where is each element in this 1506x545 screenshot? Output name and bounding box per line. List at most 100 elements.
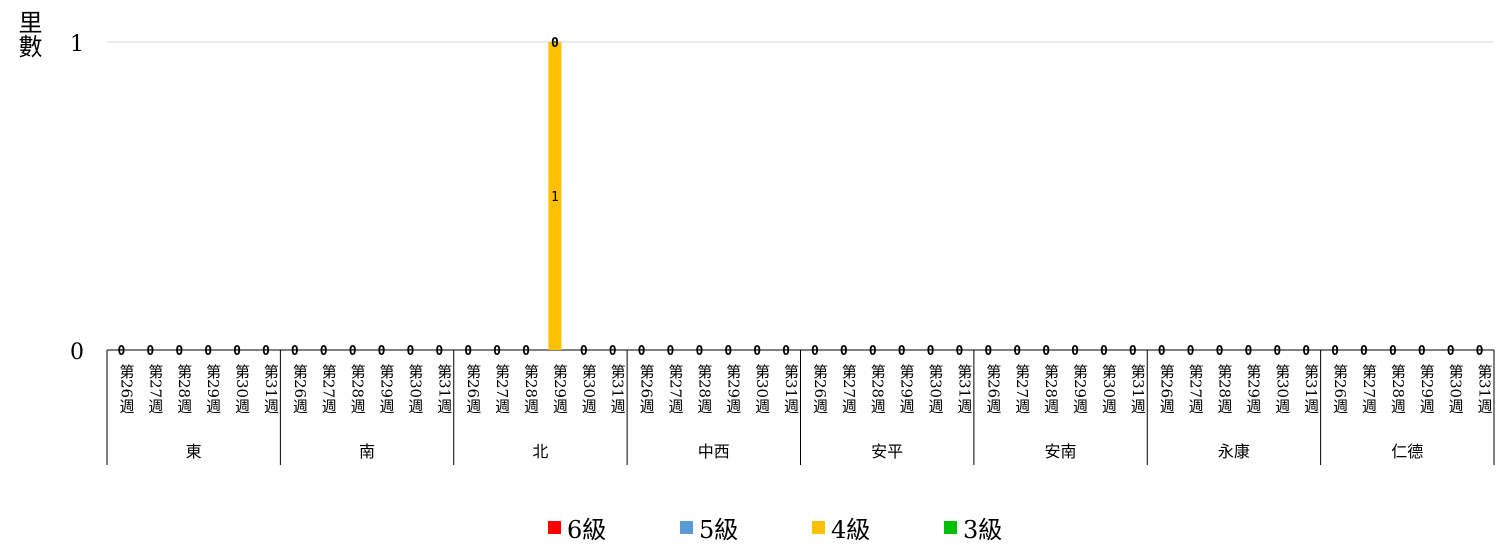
data-label: 0 <box>1476 344 1484 359</box>
x-tick-label: 第29週 <box>1418 363 1436 414</box>
x-tick-label: 第26週 <box>811 363 829 414</box>
data-label: 0 <box>869 344 877 359</box>
x-tick-label: 第29週 <box>898 363 916 414</box>
x-tick-label: 第27週 <box>1360 363 1378 414</box>
y-tick-label: 1 <box>70 32 84 57</box>
data-label: 0 <box>118 344 126 359</box>
data-label: 0 <box>724 344 732 359</box>
x-tick-label: 第29週 <box>1071 363 1089 414</box>
x-tick-label: 第30週 <box>406 363 424 414</box>
legend-swatch <box>944 521 957 534</box>
x-tick-label: 第26週 <box>1331 363 1349 414</box>
data-label: 0 <box>233 344 241 359</box>
x-tick-label: 第26週 <box>638 363 656 414</box>
x-tick-label: 第27週 <box>840 363 858 414</box>
data-label: 0 <box>840 344 848 359</box>
legend-swatch <box>812 521 825 534</box>
data-label: 0 <box>1360 344 1368 359</box>
y-axis-label-text: 里數 <box>14 10 42 58</box>
data-label: 0 <box>782 344 790 359</box>
data-label: 0 <box>927 344 935 359</box>
x-tick-label: 第31週 <box>1129 363 1147 414</box>
x-tick-label: 第31週 <box>435 363 453 414</box>
data-label: 0 <box>1187 344 1195 359</box>
x-tick-label: 第28週 <box>1389 363 1407 414</box>
data-label: 0 <box>1129 344 1137 359</box>
x-tick-label: 第27週 <box>666 363 684 414</box>
legend-item: 6級 <box>548 510 606 545</box>
data-label: 0 <box>695 344 703 359</box>
x-tick-label: 第27週 <box>493 363 511 414</box>
data-label: 0 <box>1244 344 1252 359</box>
x-tick-label: 第30週 <box>1447 363 1465 414</box>
data-label: 0 <box>146 344 154 359</box>
data-label: 0 <box>898 344 906 359</box>
data-label: 0 <box>1418 344 1426 359</box>
x-tick-label: 第30週 <box>753 363 771 414</box>
data-label: 0 <box>638 344 646 359</box>
x-tick-label: 第26週 <box>1158 363 1176 414</box>
legend-item: 4級 <box>812 510 870 545</box>
data-label: 0 <box>1158 344 1166 359</box>
x-tick-label: 第28週 <box>349 363 367 414</box>
x-tick-label: 第27週 <box>1013 363 1031 414</box>
x-tick-label: 第31週 <box>262 363 280 414</box>
x-tick-label: 第26週 <box>464 363 482 414</box>
x-tick-label: 第30週 <box>1100 363 1118 414</box>
x-tick-label: 第26週 <box>984 363 1002 414</box>
data-label: 0 <box>1042 344 1050 359</box>
x-tick-label: 第28週 <box>175 363 193 414</box>
x-tick-label: 第30週 <box>927 363 945 414</box>
x-tick-label: 第30週 <box>580 363 598 414</box>
x-tick-label: 第28週 <box>1215 363 1233 414</box>
data-label: 0 <box>349 344 357 359</box>
y-tick-label: 0 <box>70 340 84 365</box>
data-label: 0 <box>1331 344 1339 359</box>
bar-chart: 0 1 0 第26週 0 第27週 0 第28週 0 第29週 0 第30週 0 第31週 0 第26週 0 第2… <box>70 32 1495 465</box>
data-label: 0 <box>1302 344 1310 359</box>
group-label: 東 <box>186 442 202 461</box>
legend-item: 5級 <box>680 510 738 545</box>
group-label: 仁德 <box>1391 442 1423 461</box>
x-tick-label: 第28週 <box>869 363 887 414</box>
x-tick-label: 第28週 <box>522 363 540 414</box>
group-label: 南 <box>359 442 375 461</box>
x-tick-label: 第27週 <box>146 363 164 414</box>
x-tick-label: 第31週 <box>1476 363 1494 414</box>
data-label: 0 <box>1273 344 1281 359</box>
legend: 6級 5級 4級 3級 <box>0 510 1506 545</box>
data-label: 0 <box>320 344 328 359</box>
legend-swatch <box>548 521 561 534</box>
y-axis-label: 里數 <box>8 10 48 58</box>
data-label: 0 <box>984 344 992 359</box>
bar <box>548 42 562 350</box>
data-label: 0 <box>464 344 472 359</box>
group-label: 永康 <box>1218 442 1250 461</box>
x-tick-label: 第29週 <box>204 363 222 414</box>
data-label: 0 <box>378 344 386 359</box>
data-label: 0 <box>1071 344 1079 359</box>
data-label: 1 <box>551 190 559 205</box>
legend-label: 3級 <box>963 516 1003 544</box>
x-tick-label: 第27週 <box>1187 363 1205 414</box>
x-tick-label: 第29週 <box>551 363 569 414</box>
data-label: 0 <box>435 344 443 359</box>
legend-label: 5級 <box>699 516 739 544</box>
data-label: 0 <box>1100 344 1108 359</box>
group-label: 中西 <box>698 442 730 461</box>
data-label: 0 <box>262 344 270 359</box>
data-label: 0 <box>522 344 530 359</box>
data-label: 0 <box>753 344 761 359</box>
data-label: 0 <box>1216 344 1224 359</box>
group-label: 安平 <box>871 442 903 461</box>
legend-swatch <box>680 521 693 534</box>
legend-label: 4級 <box>831 516 871 544</box>
x-tick-label: 第29週 <box>378 363 396 414</box>
data-label: 0 <box>580 344 588 359</box>
data-label: 0 <box>406 344 414 359</box>
x-tick-label: 第29週 <box>1244 363 1262 414</box>
x-tick-label: 第26週 <box>117 363 135 414</box>
data-label: 0 <box>667 344 675 359</box>
x-tick-label: 第28週 <box>695 363 713 414</box>
legend-item: 3級 <box>944 510 1002 545</box>
